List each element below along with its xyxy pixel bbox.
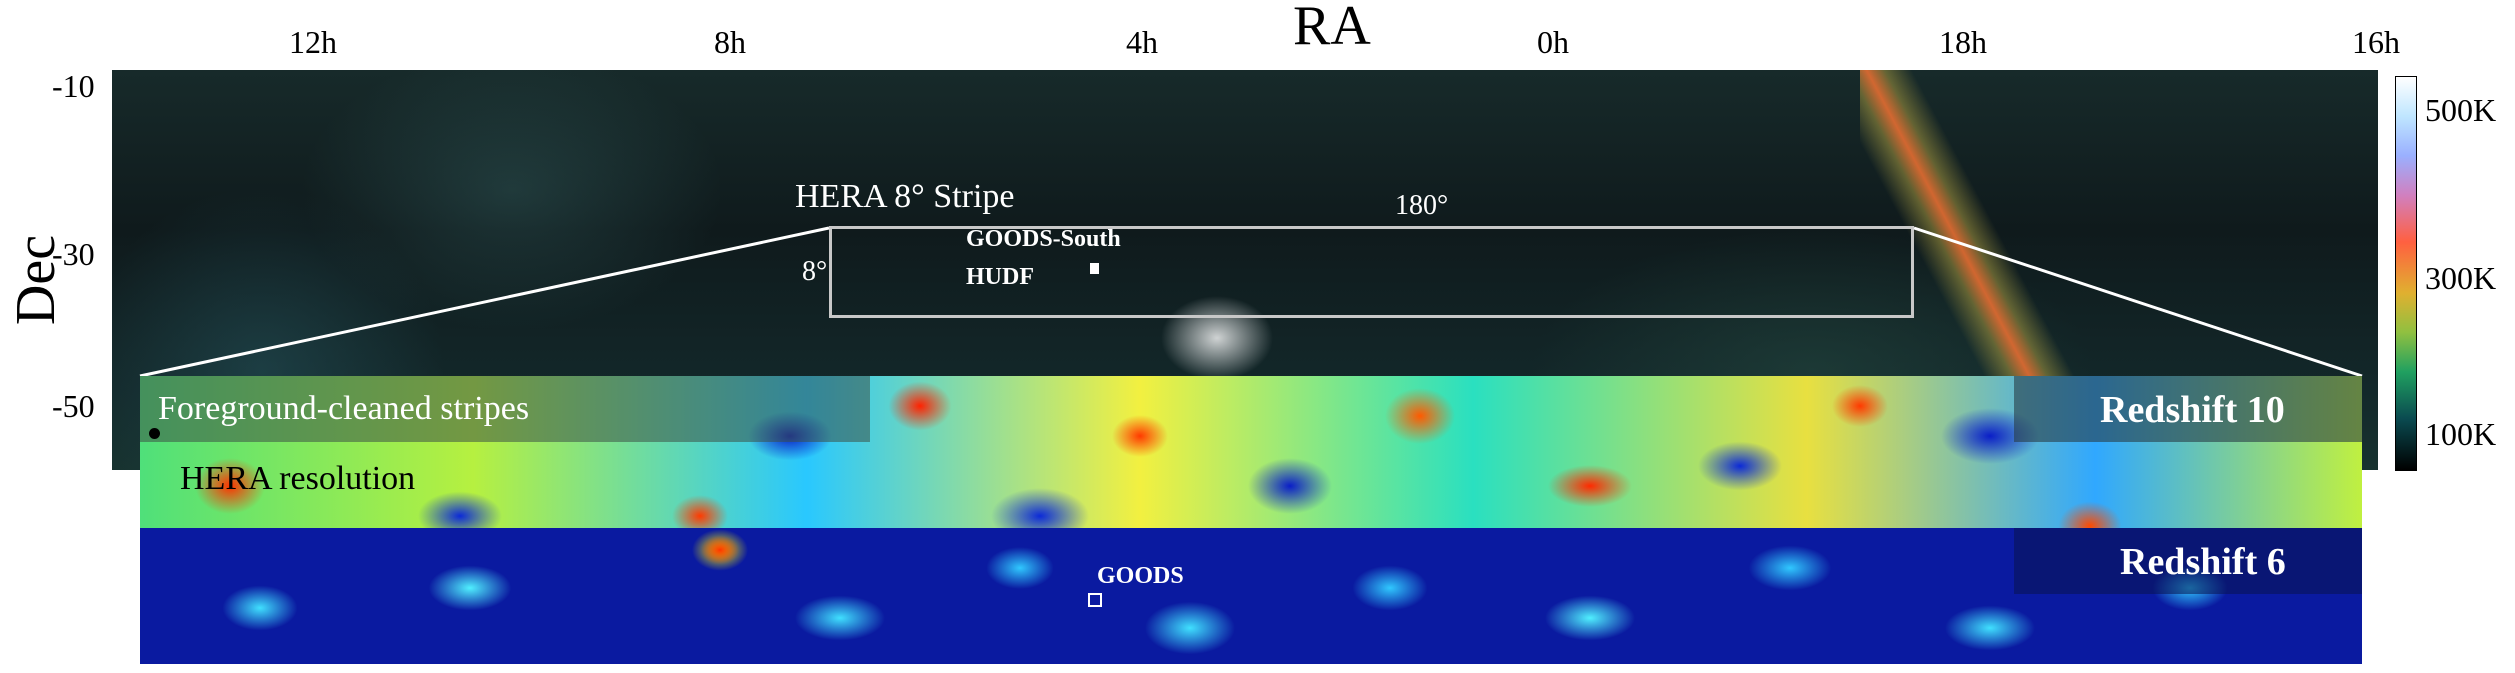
- ra-axis-title: RA: [1293, 0, 1371, 57]
- hudf-label: HUDF: [966, 264, 1034, 290]
- stripe-height-label: 8°: [802, 256, 828, 287]
- dec-tick-minus30: -30: [52, 236, 95, 272]
- foreground-cleaned-label: Foreground-cleaned stripes: [158, 390, 530, 427]
- hudf-marker: [1090, 263, 1099, 274]
- ra-tick-8h: 8h: [714, 24, 746, 60]
- goods-marker: [1088, 593, 1102, 607]
- redshift-10-label: Redshift 10: [2100, 389, 2285, 431]
- goods-south-label: GOODS-South: [966, 226, 1121, 252]
- stripe-width-label: 180°: [1395, 190, 1449, 221]
- z10-label-backdrop: [2014, 376, 2362, 442]
- ra-tick-16h: 16h: [2352, 24, 2400, 60]
- z6-label-backdrop: [2014, 528, 2362, 594]
- ra-tick-18h: 18h: [1939, 24, 1987, 60]
- hera-stripe-label: HERA 8° Stripe: [795, 178, 1015, 215]
- colorbar-label-300k: 300K: [2425, 260, 2497, 296]
- ra-tick-0h: 0h: [1537, 24, 1569, 60]
- connector-left: [139, 226, 830, 378]
- connector-right: [1913, 226, 2363, 378]
- dec-tick-minus10: -10: [52, 68, 95, 104]
- redshift-6-label: Redshift 6: [2120, 541, 2286, 583]
- temperature-colorbar: [2395, 76, 2417, 471]
- ra-tick-12h: 12h: [289, 24, 337, 60]
- redshift-6-panel: [140, 528, 2362, 664]
- ra-tick-4h: 4h: [1126, 24, 1158, 60]
- goods-label: GOODS: [1097, 563, 1184, 589]
- foreground-label-backdrop: [140, 376, 870, 442]
- hera-resolution-label: HERA resolution: [180, 460, 416, 497]
- colorbar-label-100k: 100K: [2425, 416, 2497, 452]
- hera-resolution-dot: [149, 428, 160, 439]
- dec-tick-minus50: -50: [52, 388, 95, 424]
- hera-stripe-box: [829, 226, 1914, 318]
- colorbar-label-500k: 500K: [2425, 92, 2497, 128]
